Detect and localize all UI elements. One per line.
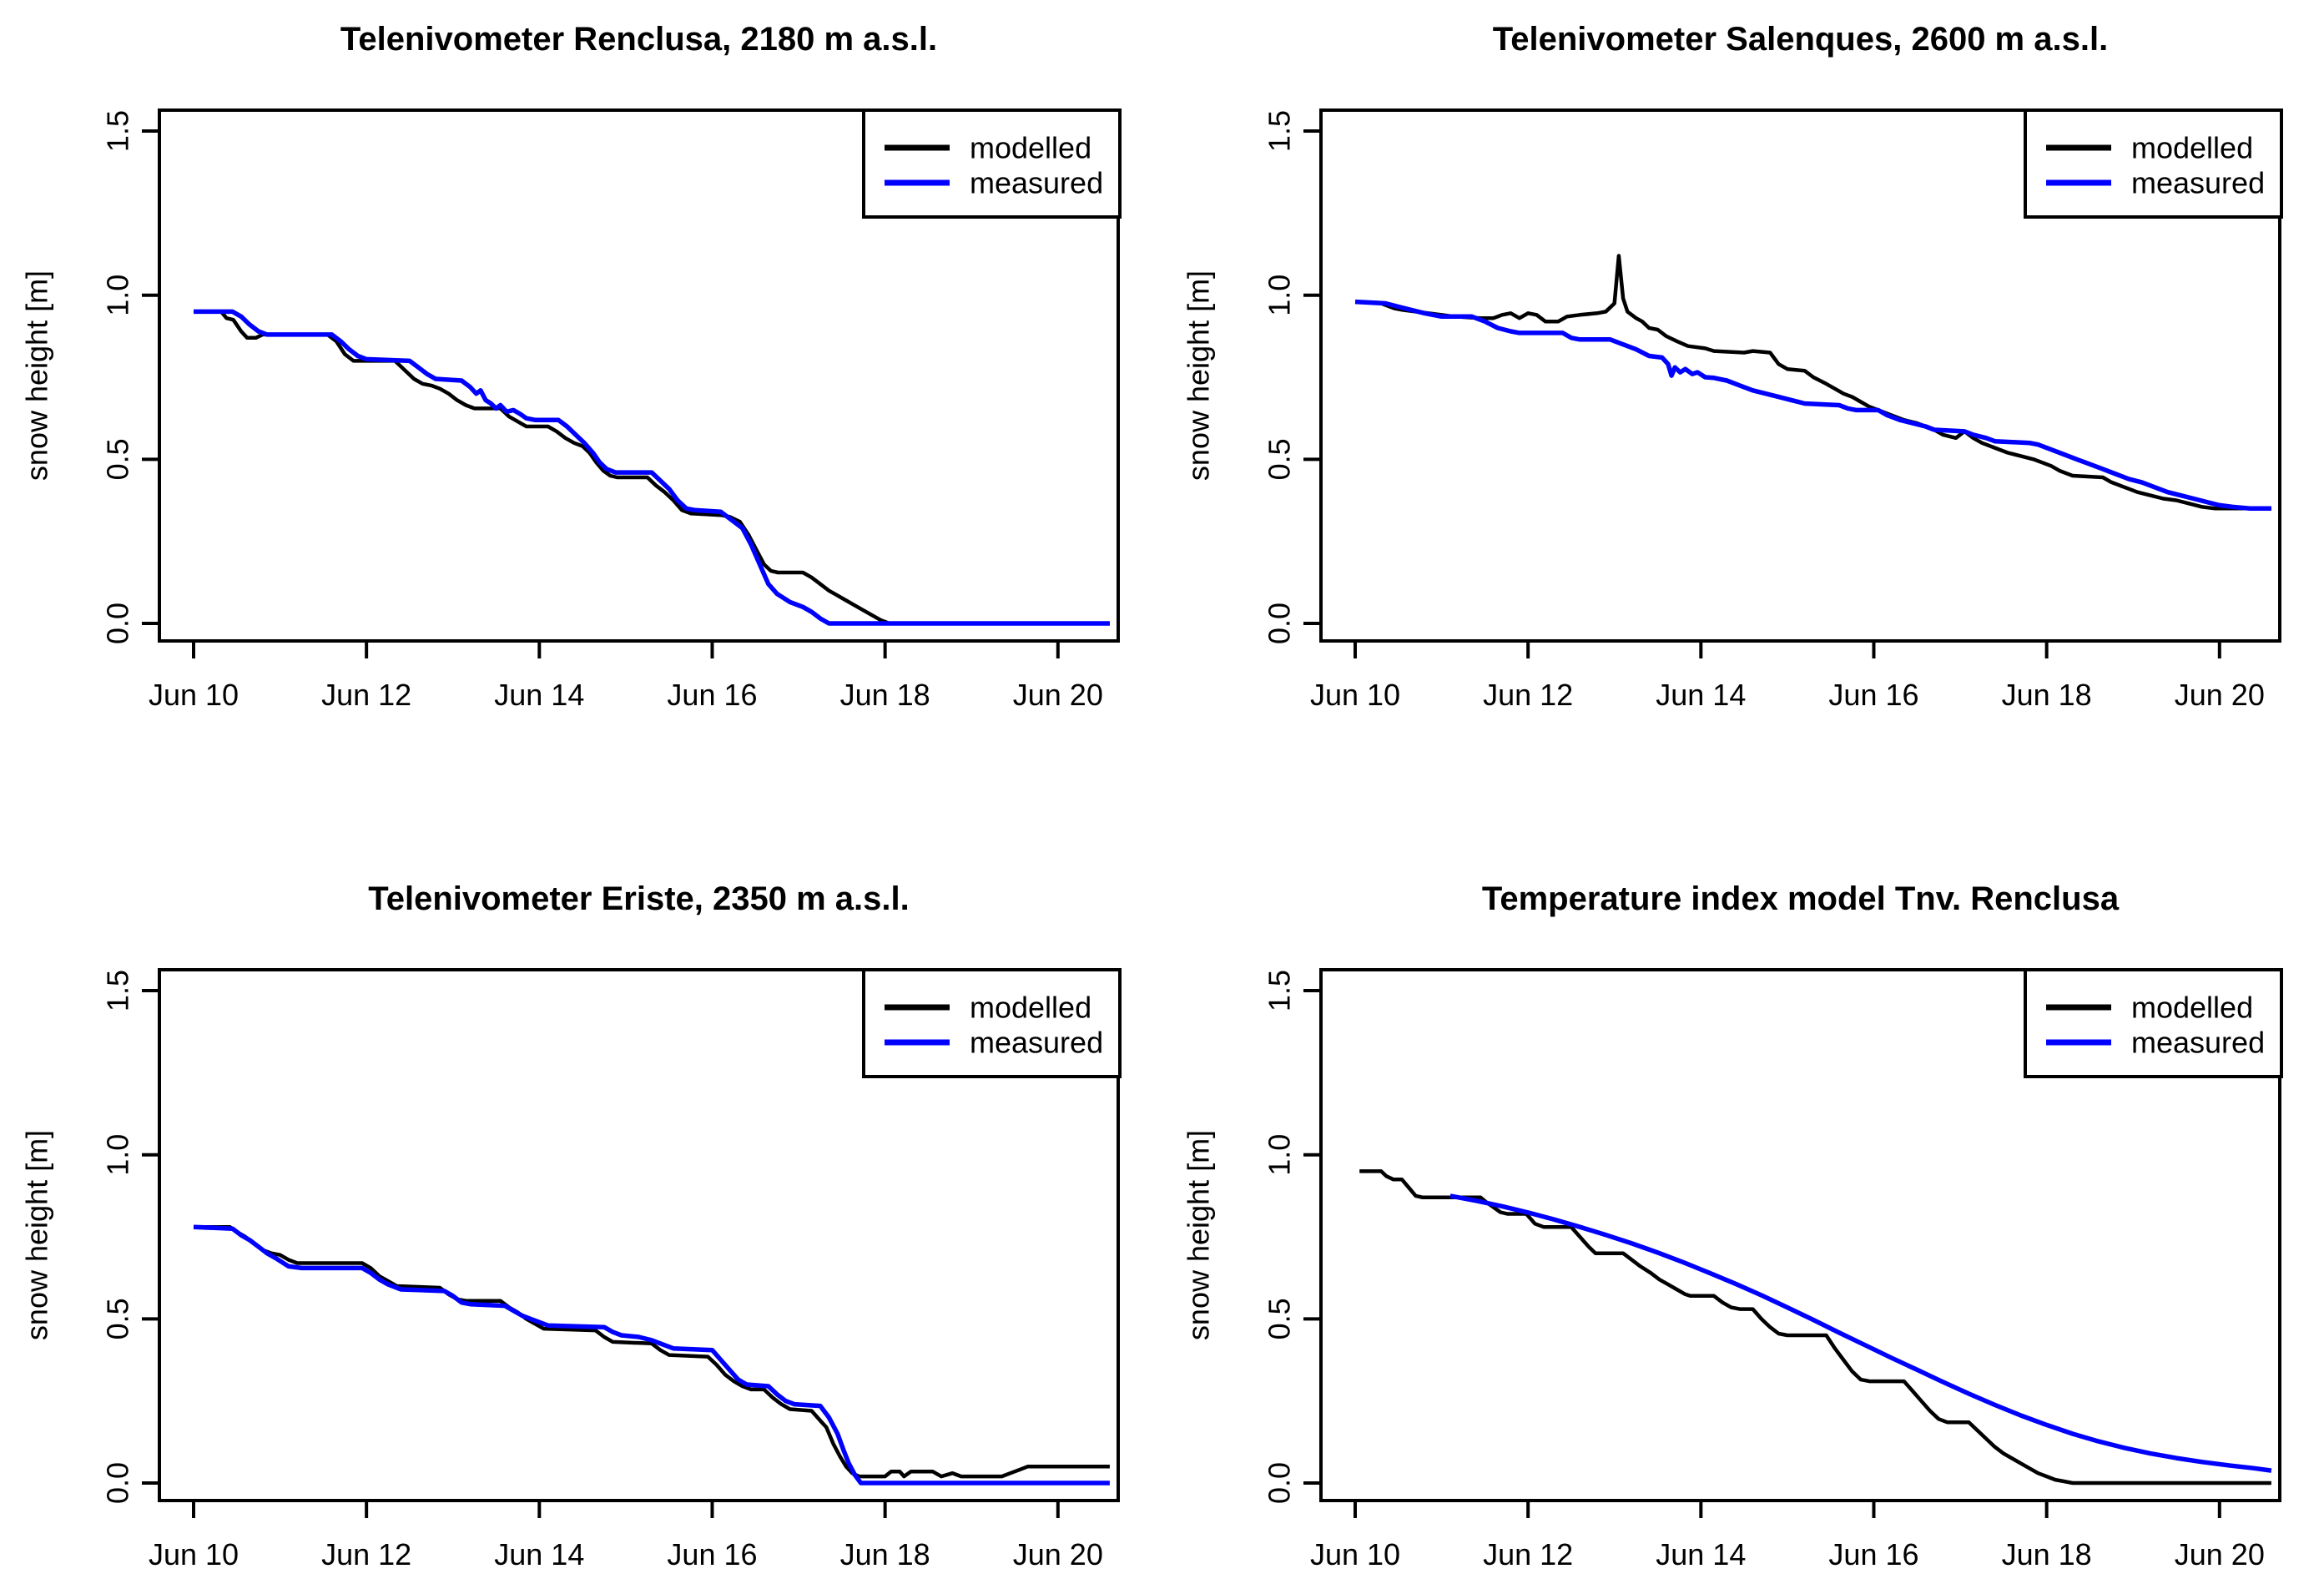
x-tick-label: Jun 12 <box>1483 1537 1573 1571</box>
y-axis-label: snow height [m] <box>1182 270 1216 481</box>
y-axis-label: snow height [m] <box>1182 1130 1216 1340</box>
y-tick-label: 1.0 <box>1263 1134 1297 1176</box>
y-tick-label: 0.0 <box>101 1462 135 1504</box>
x-tick-label: Jun 20 <box>2175 1537 2265 1571</box>
x-tick-label: Jun 14 <box>494 1537 584 1571</box>
legend-box <box>862 968 1122 1078</box>
x-tick-label: Jun 16 <box>667 678 757 712</box>
legend-label: measured <box>2131 166 2265 200</box>
series-line-measured <box>1354 299 2271 512</box>
y-tick-label: 0.5 <box>1263 438 1297 480</box>
chart-title: Telenivometer Eriste, 2350 m a.s.l. <box>368 880 909 917</box>
chart-telenivometer-eriste: Jun 10 Jun 12 Jun 14 Jun 16 Jun 18 Jun 20 0.0 0… <box>20 880 1122 1571</box>
y-tick-label: 1.5 <box>101 970 135 1011</box>
chart-telenivometer-renclusa: Jun 10 Jun 12 Jun 14 Jun 16 Jun 18 Jun 20 0.0 0… <box>20 21 1122 712</box>
y-axis-label: snow height [m] <box>20 270 54 481</box>
chart-temperature-index-model: Jun 10 Jun 12 Jun 14 Jun 16 Jun 18 Jun 20 0.0 0… <box>1182 880 2283 1571</box>
plot-box <box>1319 968 2281 1502</box>
y-tick-label: 0.0 <box>101 603 135 644</box>
x-tick-label: Jun 20 <box>1013 1537 1103 1571</box>
x-tick-label: Jun 20 <box>1013 678 1103 712</box>
y-tick-label: 1.5 <box>1263 970 1297 1011</box>
y-tick-label: 0.0 <box>1263 603 1297 644</box>
series-line-measured <box>193 1224 1110 1486</box>
y-tick-label: 0.5 <box>101 438 135 480</box>
x-tick-label: Jun 16 <box>1828 678 1918 712</box>
y-tick-label: 1.0 <box>101 1134 135 1176</box>
legend-label: measured <box>2131 1026 2265 1060</box>
x-tick-label: Jun 12 <box>1483 678 1573 712</box>
plot-box <box>158 108 1120 643</box>
y-tick-label: 1.5 <box>1263 110 1297 152</box>
y-tick-label: 1.0 <box>1263 275 1297 316</box>
x-tick-label: Jun 18 <box>2002 1537 2092 1571</box>
x-tick-label: Jun 10 <box>1310 1537 1400 1571</box>
chart-title: Temperature index model Tnv. Renclusa <box>1482 880 2120 917</box>
x-tick-label: Jun 18 <box>840 1537 930 1571</box>
series-line-modelled <box>194 1224 1110 1479</box>
y-axis-label: snow height [m] <box>20 1130 54 1340</box>
chart-title: Telenivometer Renclusa, 2180 m a.s.l. <box>340 21 937 58</box>
chart-telenivometer-salenques: Jun 10 Jun 12 Jun 14 Jun 16 Jun 18 Jun 20 0.0 0… <box>1182 21 2283 712</box>
x-tick-label: Jun 12 <box>321 678 411 712</box>
legend-label: modelled <box>2131 991 2253 1025</box>
x-tick-label: Jun 14 <box>1656 678 1746 712</box>
legend-box <box>2024 108 2283 219</box>
x-tick-label: Jun 18 <box>2002 678 2092 712</box>
plot-box <box>158 968 1120 1502</box>
y-tick-label: 1.5 <box>101 110 135 152</box>
series-line-measured <box>194 309 1110 626</box>
x-tick-label: Jun 10 <box>1310 678 1400 712</box>
y-tick-label: 0.5 <box>1263 1298 1297 1339</box>
x-tick-label: Jun 16 <box>1828 1537 1918 1571</box>
legend-label: modelled <box>2131 131 2253 165</box>
legend-box <box>862 108 1122 219</box>
x-tick-label: Jun 12 <box>321 1537 411 1571</box>
legend-box <box>2024 968 2283 1078</box>
x-tick-label: Jun 10 <box>149 1537 239 1571</box>
series-line-modelled <box>1359 254 2271 511</box>
y-tick-label: 0.0 <box>1263 1462 1297 1504</box>
legend-label: measured <box>970 1026 1103 1060</box>
series-line-modelled <box>198 310 1110 626</box>
y-tick-label: 0.5 <box>101 1298 135 1339</box>
plot-box <box>1319 108 2281 643</box>
x-tick-label: Jun 18 <box>840 678 930 712</box>
x-tick-label: Jun 14 <box>1656 1537 1746 1571</box>
legend-label: measured <box>970 166 1103 200</box>
legend-label: modelled <box>970 991 1091 1025</box>
x-tick-label: Jun 10 <box>149 678 239 712</box>
series-line-modelled <box>1359 1169 2271 1486</box>
x-tick-label: Jun 16 <box>667 1537 757 1571</box>
series-line-measured <box>1449 1193 2272 1473</box>
chart-title: Telenivometer Salenques, 2600 m a.s.l. <box>1493 21 2108 58</box>
y-tick-label: 1.0 <box>101 275 135 316</box>
x-tick-label: Jun 14 <box>494 678 584 712</box>
x-tick-label: Jun 20 <box>2175 678 2265 712</box>
legend-label: modelled <box>970 131 1091 165</box>
